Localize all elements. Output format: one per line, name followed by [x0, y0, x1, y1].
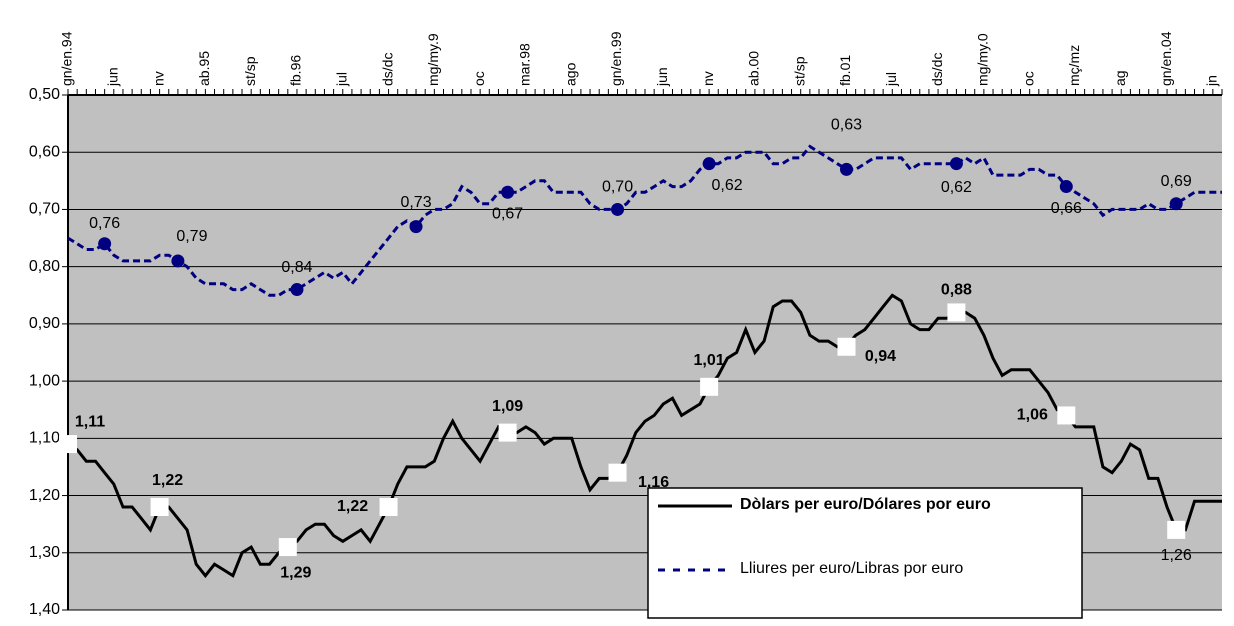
data-label: 0,66	[1051, 200, 1082, 217]
point-marker	[59, 435, 77, 454]
legend-label: Dòlars per euro/Dólares por euro	[740, 496, 991, 513]
x-tick-label: mg/my.0	[975, 33, 991, 86]
point-marker	[379, 498, 398, 516]
x-tick-label: fb.96	[288, 55, 304, 86]
x-tick-label: gn/en.04	[1158, 31, 1174, 86]
data-label: 1,11	[75, 413, 105, 430]
y-tick-label: 1,00	[29, 372, 60, 389]
point-marker	[949, 157, 963, 171]
point-marker	[1167, 520, 1186, 539]
data-label: 0,84	[281, 259, 312, 276]
point-marker	[611, 202, 625, 216]
data-label: 1,22	[152, 472, 183, 489]
point-marker	[608, 463, 627, 482]
point-marker	[498, 423, 517, 442]
data-label: 1,01	[694, 352, 725, 369]
x-tick-label: nv	[150, 71, 166, 86]
data-label: 0,76	[89, 215, 120, 232]
y-tick-label: 0,70	[29, 201, 60, 218]
x-tick-label: ag	[1112, 70, 1128, 86]
y-tick-label: 1,20	[29, 487, 60, 504]
point-marker	[1057, 406, 1076, 425]
x-tick-label: gn/en.94	[59, 31, 75, 86]
series-line	[67, 144, 1222, 297]
point-marker	[839, 162, 853, 176]
x-tick-label: st/sp	[791, 56, 807, 86]
data-label: 1,29	[280, 564, 311, 581]
series-line	[67, 293, 1222, 579]
data-label: 0,63	[831, 117, 862, 134]
data-label: 0,67	[492, 205, 523, 222]
legend-entry: Dòlars per euro/Dólares por euro	[740, 496, 991, 513]
y-tick-label: 1,30	[29, 544, 60, 561]
x-tick-label: jul	[883, 72, 899, 87]
data-label: 0,79	[176, 228, 207, 245]
data-label: 0,62	[941, 179, 972, 196]
point-marker	[947, 303, 966, 322]
x-tick-label: nv	[700, 71, 716, 86]
point-marker	[150, 498, 169, 516]
x-tick-label: st/sp	[242, 56, 258, 86]
y-tick-label: 0,80	[29, 258, 60, 275]
y-tick-label: 1,10	[29, 430, 60, 447]
point-marker	[1059, 180, 1073, 194]
legend-box	[647, 487, 1083, 619]
legend-label: Lliures per euro/Libras por euro	[740, 560, 964, 577]
x-tick-label: fb.01	[837, 55, 853, 86]
x-tick-label: ago	[562, 62, 578, 86]
x-tick-label: jun	[104, 67, 120, 87]
data-label: 0,73	[400, 194, 431, 211]
data-label: 0,88	[941, 282, 972, 299]
x-tick-label: ds/dc	[929, 53, 945, 86]
y-tick-label: 0,90	[29, 315, 60, 332]
data-label: 0,70	[602, 179, 633, 196]
point-marker	[501, 185, 515, 199]
x-tick-label: gn/en.99	[608, 31, 624, 86]
x-tick-label: ab.95	[196, 51, 212, 86]
data-label: 1,22	[337, 498, 368, 515]
data-label: 0,69	[1161, 173, 1192, 190]
data-label: 1,09	[492, 398, 523, 415]
y-tick-label: 1,40	[29, 601, 60, 618]
data-label: 1,26	[1161, 547, 1192, 564]
data-label: 0,62	[712, 177, 743, 194]
x-tick-label: oc	[471, 71, 487, 86]
point-marker	[700, 377, 719, 396]
x-tick-label: jn	[1204, 75, 1220, 87]
x-tick-label: mar.98	[517, 43, 533, 86]
point-marker	[278, 538, 297, 557]
x-tick-label: ds/dc	[379, 53, 395, 86]
point-marker	[409, 220, 423, 234]
point-marker	[1169, 197, 1183, 211]
x-tick-label: mç/mz	[1066, 45, 1082, 86]
x-tick-label: jun	[654, 67, 670, 87]
y-tick-label: 0,60	[29, 143, 60, 160]
data-label: 0,94	[865, 348, 896, 365]
x-tick-label: mg/my.9	[425, 33, 441, 86]
point-marker	[837, 337, 856, 356]
point-marker	[171, 254, 185, 268]
x-tick-label: ab.00	[746, 51, 762, 86]
x-tick-label: oc	[1020, 71, 1036, 86]
y-tick-label: 0,50	[29, 86, 60, 103]
legend-entry: Lliures per euro/Libras por euro	[740, 560, 964, 577]
x-tick-label: jul	[333, 72, 349, 87]
point-marker	[98, 237, 112, 251]
data-label: 1,16	[638, 474, 669, 491]
point-marker	[290, 283, 304, 297]
data-label: 1,06	[1017, 407, 1048, 424]
point-marker	[702, 157, 716, 171]
